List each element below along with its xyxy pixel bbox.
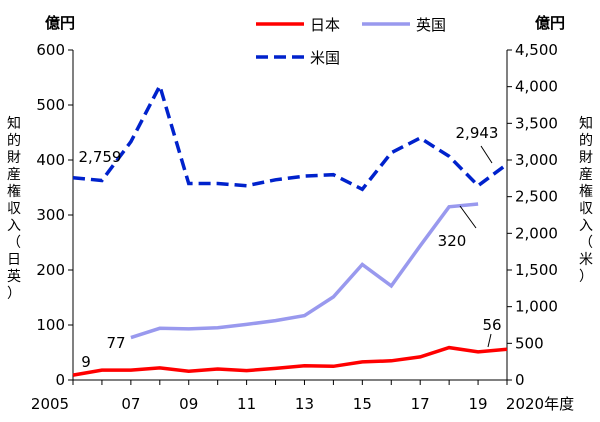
right-tick-label: 3,500 xyxy=(515,114,558,132)
x-tick-label: 11 xyxy=(237,395,256,413)
right-tick-label: 1,500 xyxy=(515,261,558,279)
value-label: 56 xyxy=(482,316,501,334)
series-line-3 xyxy=(72,81,509,192)
left-tick-label: 100 xyxy=(36,316,65,334)
annotation-layer: 9 77 2,759 2,943 320 56 xyxy=(79,124,502,371)
value-label: 77 xyxy=(106,334,125,352)
value-label: 2,943 xyxy=(456,124,499,142)
legend-label: 英国 xyxy=(416,16,446,34)
x-tick-label: 13 xyxy=(295,395,314,413)
left-axis-title: 知的財産権収入（日英） xyxy=(7,115,21,302)
x-tick-label: 07 xyxy=(121,395,140,413)
series-line-2 xyxy=(130,202,479,340)
left-unit-label: 億円 xyxy=(45,14,75,32)
x-tick-label: 19 xyxy=(469,395,488,413)
left-tick-label: 300 xyxy=(36,206,65,224)
right-tick-label: 0 xyxy=(515,371,525,389)
x-tick-label: 2005 xyxy=(31,395,69,413)
right-axis-title: 知的財産権収入（米） xyxy=(579,115,593,285)
x-tick-label: 17 xyxy=(411,395,430,413)
left-tick-label: 500 xyxy=(36,96,65,114)
leader-line xyxy=(487,333,492,348)
left-tick-label: 200 xyxy=(36,261,65,279)
series-line-1 xyxy=(72,345,508,377)
legend-label: 米国 xyxy=(310,49,340,67)
value-label: 2,759 xyxy=(79,148,122,166)
x-axis: 2005 07 09 11 13 15 17 19 2020年度 xyxy=(31,379,574,413)
value-label: 9 xyxy=(81,353,91,371)
left-axis: 0 100 200 300 400 500 600 xyxy=(36,41,74,389)
right-tick-label: 2,500 xyxy=(515,188,558,206)
right-tick-label: 500 xyxy=(515,334,544,352)
value-label: 320 xyxy=(438,232,467,250)
series-layer xyxy=(72,81,509,377)
right-tick-label: 1,000 xyxy=(515,298,558,316)
left-tick-label: 0 xyxy=(55,371,65,389)
x-tick-label: 15 xyxy=(353,395,372,413)
right-unit-label: 億円 xyxy=(535,14,565,32)
right-tick-label: 3,000 xyxy=(515,151,558,169)
leader-line xyxy=(459,205,477,229)
left-tick-label: 400 xyxy=(36,151,65,169)
x-tick-label: 09 xyxy=(179,395,198,413)
right-tick-label: 2,000 xyxy=(515,224,558,242)
leader-line xyxy=(480,145,493,164)
right-axis: 0 500 1,000 1,500 2,000 2,500 3,000 3,500 4,000 4… xyxy=(506,41,558,389)
x-tick-label: 2020年度 xyxy=(506,395,574,413)
right-tick-label: 4,000 xyxy=(515,78,558,96)
left-tick-label: 600 xyxy=(36,41,65,59)
right-tick-label: 4,500 xyxy=(515,41,558,59)
legend-label: 日本 xyxy=(310,16,340,34)
